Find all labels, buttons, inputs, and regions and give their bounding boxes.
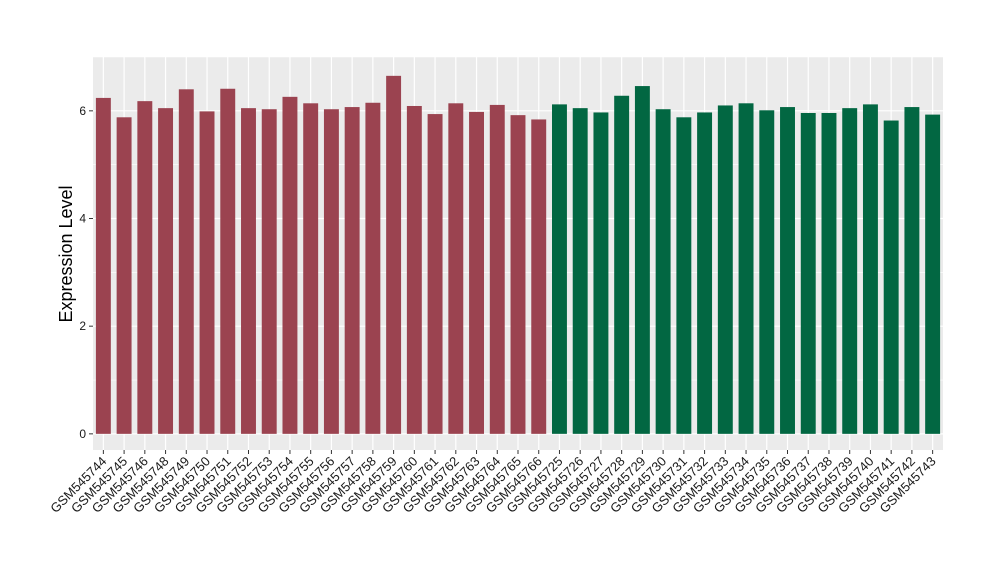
x-axis: GSM545744GSM545745GSM545746GSM545748GSM5… — [47, 450, 939, 516]
bar-GSM545741 — [883, 120, 899, 434]
y-tick-label: 6 — [79, 104, 86, 118]
bar-GSM545752 — [241, 108, 256, 434]
bar-GSM545759 — [386, 75, 402, 434]
bar-GSM545733 — [717, 105, 733, 434]
bar-GSM545757 — [344, 107, 360, 434]
bar-GSM545745 — [116, 117, 132, 434]
bar-GSM545761 — [427, 114, 443, 434]
bar-GSM545739 — [842, 108, 858, 434]
bar-GSM545762 — [448, 103, 464, 434]
bar-GSM545764 — [489, 104, 505, 434]
bar-GSM545730 — [655, 109, 671, 434]
bar-GSM545738 — [821, 112, 837, 434]
bar-GSM545748 — [158, 108, 174, 434]
bar-GSM545766 — [531, 119, 547, 434]
bar-GSM545737 — [800, 112, 816, 434]
bar-GSM545740 — [862, 104, 878, 434]
bar-GSM545726 — [572, 108, 588, 434]
bar-GSM545731 — [676, 117, 692, 434]
bar-GSM545760 — [406, 105, 422, 434]
bar-GSM545743 — [925, 114, 941, 434]
bar-GSM545749 — [178, 89, 194, 434]
y-tick-label: 2 — [79, 319, 86, 333]
bar-GSM545751 — [220, 88, 236, 434]
bar-GSM545725 — [552, 104, 567, 434]
bar-GSM545735 — [759, 110, 775, 434]
bars — [95, 75, 941, 434]
y-tick-label: 0 — [79, 427, 86, 441]
bar-GSM545753 — [261, 109, 277, 434]
bar-GSM545736 — [780, 107, 795, 434]
bar-GSM545750 — [199, 111, 215, 434]
bar-GSM545763 — [469, 111, 484, 434]
bar-GSM545742 — [904, 107, 920, 434]
bar-GSM545754 — [282, 96, 298, 434]
bar-GSM545746 — [137, 101, 153, 434]
bar-GSM545756 — [323, 109, 339, 434]
bar-GSM545744 — [95, 97, 111, 434]
bar-GSM545765 — [510, 115, 526, 434]
y-tick-label: 4 — [79, 212, 86, 226]
bar-GSM545755 — [303, 103, 319, 434]
y-axis: 0 2 4 6 — [79, 104, 93, 441]
y-axis-title: Expression Level — [56, 185, 76, 322]
bar-GSM545727 — [593, 112, 609, 434]
bar-GSM545758 — [365, 102, 381, 434]
bar-GSM545734 — [738, 103, 754, 434]
bar-GSM545729 — [634, 86, 650, 434]
bar-GSM545728 — [614, 95, 630, 434]
bar-GSM545732 — [697, 112, 713, 434]
